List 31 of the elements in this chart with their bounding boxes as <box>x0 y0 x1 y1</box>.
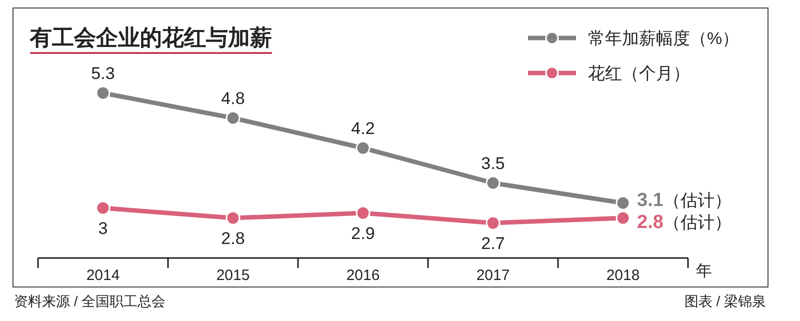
data-label: 4.2 <box>351 119 375 138</box>
data-label: 2.8（估计） <box>637 212 732 233</box>
data-label: 4.8 <box>221 89 245 108</box>
x-tick-label: 2016 <box>346 267 380 284</box>
legend-label: 花红（个月） <box>588 64 690 83</box>
legend-label: 常年加薪幅度（%） <box>588 29 740 48</box>
point <box>96 200 110 216</box>
data-label: 3 <box>98 219 108 238</box>
data-label: 2.8 <box>221 229 245 248</box>
point <box>356 140 370 156</box>
data-label: 3.5 <box>481 154 505 173</box>
x-axis-title: 年 <box>696 263 712 280</box>
point <box>616 196 630 210</box>
text: 图表 / 梁锦泉 <box>684 293 766 309</box>
point <box>356 206 370 220</box>
point <box>486 216 500 230</box>
x-tick-label: 2015 <box>216 267 250 284</box>
x-tick-label: 2018 <box>606 267 640 284</box>
data-label: 5.3 <box>91 64 115 83</box>
point <box>226 110 240 126</box>
data-label: 2.7 <box>481 234 505 253</box>
x-tick-label: 2014 <box>86 267 120 284</box>
data-label: 3.1（估计） <box>637 190 732 211</box>
data-label: 2.9 <box>351 224 375 243</box>
point <box>96 86 110 100</box>
chart-title: 有工会企业的花红与加薪 <box>29 25 272 50</box>
point <box>616 210 630 226</box>
point <box>226 210 240 226</box>
x-tick-label: 2017 <box>476 267 510 284</box>
text: 资料来源 / 全国职工总会 <box>14 293 166 309</box>
point <box>486 176 500 190</box>
